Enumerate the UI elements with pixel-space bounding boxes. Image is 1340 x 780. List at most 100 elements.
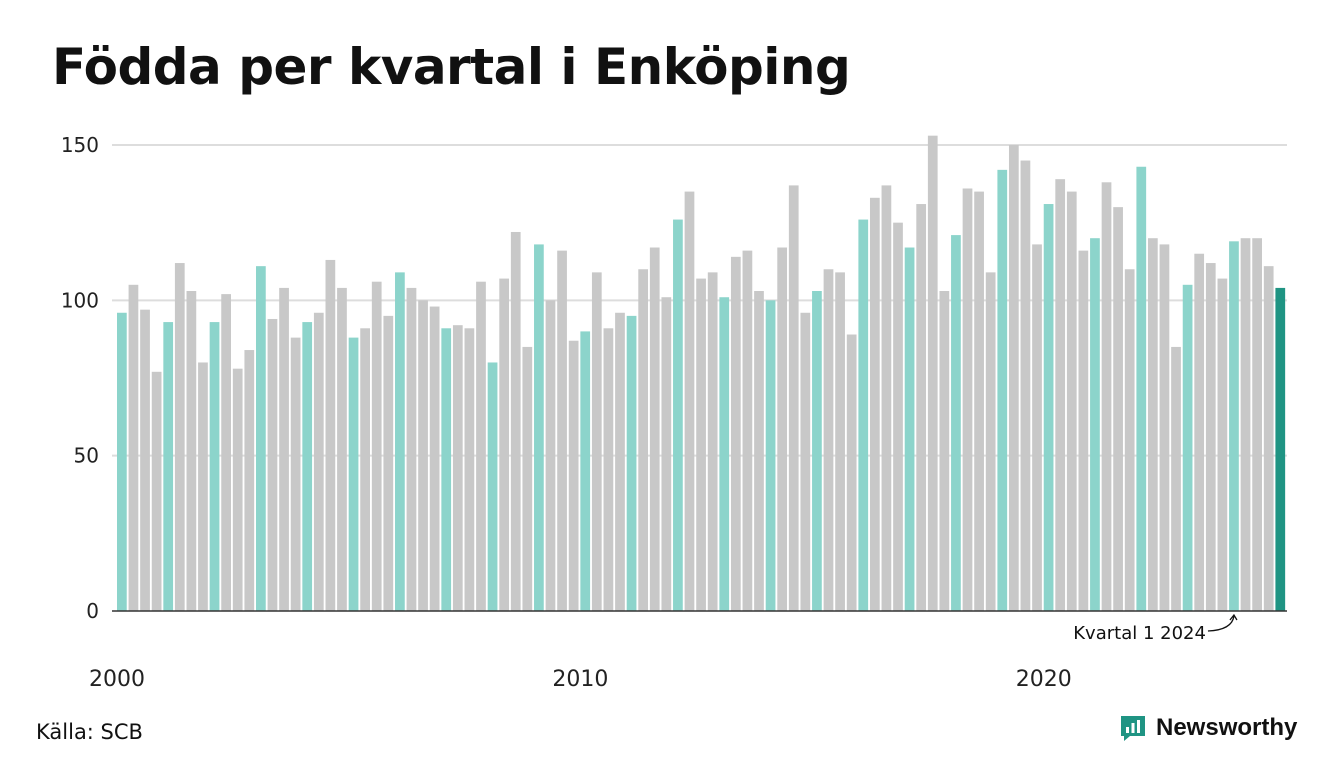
bar [788,185,799,611]
bar [140,309,150,611]
bar [951,235,961,611]
x-tick-label: 2000 [89,667,145,692]
bar [510,231,521,612]
bar [1171,346,1181,611]
x-tick-label: 2010 [552,667,608,692]
bar [591,272,602,611]
bar [823,269,834,611]
bar [221,294,231,611]
x-tick-label: 2020 [1016,667,1072,692]
bar-latest [1275,287,1286,611]
bar [1217,278,1228,611]
bar [117,312,127,611]
bar [1032,244,1042,611]
bar [881,185,892,611]
bar [476,281,486,611]
bar [464,328,475,611]
annotation: Kvartal 1 2024 [1073,613,1238,644]
bar [487,362,498,611]
bar [1229,241,1239,611]
y-tick-label: 50 [74,444,99,468]
bar [256,266,266,611]
bar [719,297,730,611]
bar [290,337,301,611]
y-tick-label: 0 [86,599,99,623]
bar [800,312,811,611]
bar [441,328,452,611]
bar [997,169,1008,611]
bar [661,297,672,611]
bar [1101,182,1112,611]
bar [302,322,313,611]
bar [279,287,289,611]
y-axis-ticks: 0 50 100 150 [61,133,99,623]
annotation-arrow [1207,613,1238,632]
bar [371,281,382,611]
bar [765,300,776,611]
bar [1043,204,1054,611]
bar [904,247,915,611]
bar [522,346,533,611]
bar [869,197,880,611]
bar [835,272,845,611]
bar [1020,160,1031,611]
bar [1113,207,1123,611]
bar [1008,145,1019,611]
bar [615,312,625,611]
bar [1055,179,1066,612]
bar [545,300,556,611]
bar [1078,250,1089,611]
bar [730,256,741,611]
bar [754,291,764,611]
bar [1194,253,1205,612]
bar [1263,266,1274,611]
bar [406,287,417,611]
bar [267,318,278,611]
bar [337,287,347,611]
bar [974,191,984,611]
newsworthy-icon [1121,716,1145,741]
bar [360,328,370,611]
bar [499,278,510,611]
bar [1252,238,1262,611]
bar [151,371,162,611]
brand-name: Newsworthy [1156,714,1298,741]
bar [232,368,243,611]
y-tick-label: 100 [61,288,99,312]
bar [557,250,567,611]
bar [846,334,857,611]
bar [1205,263,1216,611]
bar [1147,238,1158,611]
bar [186,291,197,611]
annotation-label: Kvartal 1 2024 [1073,623,1206,644]
bar [939,291,950,611]
bar [742,250,753,611]
bar [128,284,139,611]
bar [893,222,903,612]
chart-title: Födda per kvartal i Enköping [52,38,851,96]
bar [209,322,220,611]
bar [707,272,718,611]
bar [429,306,440,611]
bar [568,340,579,611]
bar [198,362,208,611]
brand-logo: Newsworthy [1118,713,1297,743]
bar [174,263,185,611]
bar [684,191,695,611]
bar [927,135,938,611]
bar [985,272,996,611]
bar [626,315,637,611]
bar [916,204,927,611]
bar [1124,269,1135,611]
bar [777,247,788,611]
bar [580,331,591,611]
y-tick-label: 150 [61,133,99,157]
bar [962,188,973,612]
bars [117,135,1286,612]
x-axis-ticks: 2000 2010 2020 [89,667,1072,692]
bar [649,247,660,611]
source-label: Källa: SCB [36,720,143,744]
bar [1090,238,1100,611]
bar [395,272,405,611]
bar [1182,284,1193,611]
